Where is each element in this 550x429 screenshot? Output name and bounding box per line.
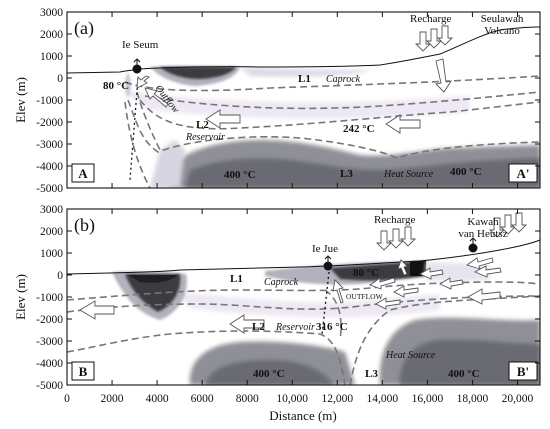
y-tick-label-a: -1000 [36,95,63,107]
corner-b-left: B [79,364,88,379]
y-tick-label-a: -2000 [36,117,63,129]
x-tick-label: 14,000 [367,393,399,405]
y-tick-label-b: -2000 [36,314,63,326]
panel-a-resistivity-model [120,66,540,188]
label-reservoir-b: Reservoir [275,322,315,333]
label-seulawah: Seulawah [481,13,524,25]
label-temp-surface-b: 80 °C [353,267,379,279]
label-temp-reservoir-a: 242 °C [343,123,375,135]
label-temp-left-b: 400 °C [253,368,285,380]
x-tick-label: 4000 [146,393,169,405]
y-tick-label-a: 2000 [40,29,63,41]
label-l3-a: L3 [340,168,353,180]
x-tick-label: 18,000 [457,393,489,405]
label-outflow-b: OUTFLOW [346,292,384,301]
y-tick-label-a: 3000 [40,7,63,19]
y-tick-label-b: -4000 [36,358,63,370]
y-tick-label-b: -5000 [36,380,63,392]
label-volcano: Volcano [484,25,520,37]
y-tick-label-b: -1000 [36,292,63,304]
y-tick-label-b: 0 [57,270,63,282]
y-tick-label-a: 0 [57,73,63,85]
x-tick-label: 0 [64,393,70,405]
label-l2-b: L2 [252,321,265,333]
x-tick-label: 16,000 [412,393,444,405]
label-caprock-b: Caprock [264,277,299,288]
x-tick-label: 10,000 [276,393,308,405]
corner-a-right: A' [517,166,530,181]
panel-a-recharge-arrows [414,25,454,93]
y-axis-label-a: Elev (m) [13,77,28,123]
label-recharge-b: Recharge [374,214,415,226]
label-reservoir-a: Reservoir [185,132,225,143]
x-tick-label: 6000 [191,393,214,405]
label-l2-a: L2 [196,119,209,131]
label-temp-right-a: 400 °C [450,166,482,178]
label-heat-source-b: Heat Source [385,350,436,361]
label-l1-b: L1 [230,273,243,285]
panel-a-flow-arrow-right [385,114,421,134]
axes: 3000 2000 1000 0 -1000 -2000 -3000 -4000 -5000 30… [36,7,540,405]
x-tick-label: 20,000 [502,393,534,405]
y-tick-label-a: -4000 [36,161,63,173]
label-temp-right-b: 400 °C [448,368,480,380]
panel-b-flow-arrow-left [79,300,115,320]
label-ie-seum: Ie Seum [122,39,159,51]
label-l3-b: L3 [365,368,378,380]
panel-b-tag: (b) [74,215,95,236]
y-tick-label-a: 1000 [40,51,63,63]
panel-b: (b) Ie Jue Recharge Kawah van Heutsz 80 … [66,208,541,386]
x-tick-label: 2000 [101,393,124,405]
y-tick-label-a: -3000 [36,139,63,151]
label-temp-left-a: 400 °C [224,169,256,181]
y-tick-label-b: 3000 [40,204,63,216]
x-axis-label: Distance (m) [269,408,337,423]
panel-a-tag: (a) [74,18,94,39]
y-tick-label-a: -5000 [36,183,63,195]
corner-b-right: B' [517,364,529,379]
label-van-heutsz: van Heutsz [458,228,507,240]
label-l1-a: L1 [298,73,311,85]
label-temp-reservoir-b: 316 °C [316,321,348,333]
label-caprock-a: Caprock [326,74,361,85]
panel-a-well-marker [132,58,142,74]
panel-b-recharge-arrows [375,212,528,251]
label-recharge-a: Recharge [410,13,451,25]
label-kawah: Kawah [467,216,499,228]
y-tick-label-b: 2000 [40,226,63,238]
panel-b-well-marker-ie-jue [323,255,333,271]
panel-a-flow-arrow-left [205,109,241,129]
panel-a-outflow-arrow [144,87,169,108]
corner-a-left: A [78,166,88,181]
y-tick-label-b: 1000 [40,248,63,260]
label-temp-surface-a: 80 °C [103,80,129,92]
panel-b-resistivity-model [112,260,540,385]
label-ie-jue: Ie Jue [312,243,338,255]
panel-a: (a) Ie Seum Recharge Seulawah Volcano 80… [66,11,541,189]
y-tick-label-b: -3000 [36,336,63,348]
x-tick-label: 8000 [236,393,259,405]
y-axis-label-b: Elev (m) [13,274,28,320]
panel-b-flow-arrow-mid [229,314,265,334]
panel-b-well-marker-volcano [468,237,478,253]
label-heat-source-a: Heat Source [383,169,434,180]
x-tick-label: 12,000 [321,393,353,405]
